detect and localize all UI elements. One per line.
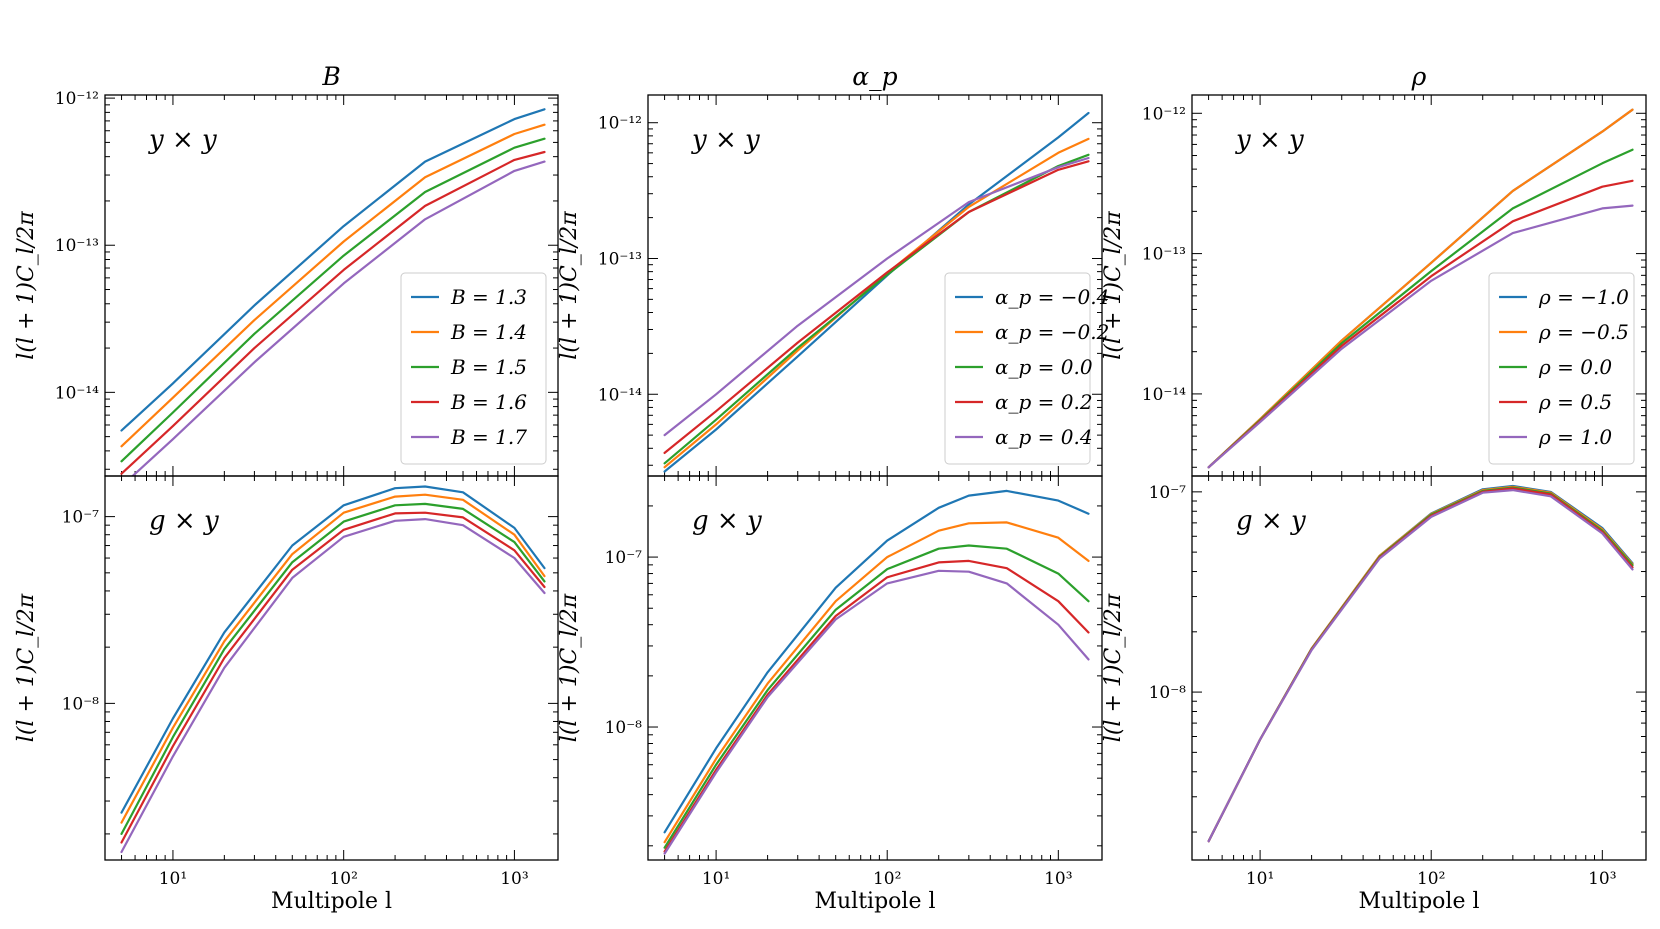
y-tick-label: 10⁻¹³ [1142, 245, 1186, 265]
y-tick-label: 10⁻⁸ [62, 694, 100, 714]
legend-label: α_p = −0.2 [995, 320, 1109, 344]
series-line-3 [120, 137, 546, 463]
series-line-3 [663, 153, 1090, 465]
column-title: ρ [1411, 62, 1427, 91]
series-line-5 [120, 517, 546, 854]
x-axis-label: Multipole l [814, 889, 935, 914]
plot-frame [1191, 475, 1647, 861]
x-tick-label: 10¹ [159, 869, 187, 889]
x-tick-label: 10¹ [702, 869, 730, 889]
panel-annotation: y × y [148, 125, 217, 155]
series-line-4 [663, 559, 1090, 853]
series-line-4 [120, 511, 546, 844]
legend-label: B = 1.3 [450, 285, 527, 309]
series-line-2 [663, 521, 1090, 844]
column-title: α_p [852, 62, 897, 91]
legend-label: B = 1.4 [450, 320, 527, 344]
x-tick-label: 10² [1417, 869, 1445, 889]
x-tick-label: 10³ [1588, 869, 1616, 889]
legend: ρ = −1.0 ρ = −0.5 ρ = 0.0 ρ = 0.5 ρ = 1.0 [1488, 272, 1635, 465]
x-tick-label: 10³ [500, 869, 528, 889]
y-tick-label: 10⁻¹⁴ [598, 385, 642, 405]
series-line-3 [663, 544, 1090, 849]
panel-B-yy: 10⁻¹² 10⁻¹³ 10⁻¹⁴ By × y l(l + 1)C_l/2π B = 1… [14, 62, 559, 477]
panel-ap-yy: 10⁻¹² 10⁻¹³ 10⁻¹⁴ α_py × y l(l + 1)C_l/2π α_p… [557, 62, 1109, 477]
legend-label: B = 1.7 [450, 425, 527, 449]
series-line-5 [663, 156, 1090, 437]
plot-frame [647, 475, 1103, 861]
series-line-5 [1207, 489, 1634, 843]
series-line-1 [663, 489, 1090, 834]
legend-label: ρ = −0.5 [1538, 320, 1629, 344]
panel-annotation: g × y [149, 506, 219, 536]
panel-rho-gy: 10⁻⁷ 10⁻⁸ 10¹ 10² 10³ g × y l(l + 1)C_l/2π Mult… [1101, 475, 1647, 914]
legend-label: B = 1.6 [450, 390, 527, 414]
y-axis-label: l(l + 1)C_l/2π [1101, 211, 1126, 360]
series-line-3 [120, 502, 546, 836]
legend-box [944, 272, 1091, 465]
y-tick-label: 10⁻⁸ [605, 718, 643, 738]
y-axis-label: l(l + 1)C_l/2π [557, 211, 582, 360]
y-tick-label: 10⁻⁷ [1149, 483, 1187, 503]
y-tick-label: 10⁻¹² [55, 89, 99, 109]
plot-frame [104, 475, 559, 861]
series-line-1 [1207, 484, 1634, 843]
y-axis-label: l(l + 1)C_l/2π [14, 211, 39, 360]
legend: α_p = −0.4 α_p = −0.2 α_p = 0.0 α_p = 0.2 α_… [944, 272, 1109, 465]
series-line-2 [120, 493, 546, 824]
y-tick-label: 10⁻⁷ [605, 548, 643, 568]
x-tick-label: 10² [329, 869, 357, 889]
series-line-1 [120, 108, 546, 432]
legend: B = 1.3 B = 1.4 B = 1.5 B = 1.6 B = 1.7 [400, 272, 547, 465]
x-tick-label: 10³ [1044, 869, 1072, 889]
y-tick-label: 10⁻¹² [1142, 104, 1186, 124]
y-tick-label: 10⁻¹³ [55, 236, 99, 256]
legend-label: α_p = 0.4 [995, 425, 1093, 449]
series-line-3 [1207, 486, 1634, 843]
legend-label: ρ = 1.0 [1538, 425, 1612, 449]
series-line-5 [663, 569, 1090, 855]
panel-rho-yy: 10⁻¹² 10⁻¹³ 10⁻¹⁴ ρ y × y l(l + 1)C_l/2π ρ = −… [1101, 62, 1647, 477]
series-line-4 [120, 150, 546, 475]
panel-ap-gy: 10⁻⁷ 10⁻⁸ 10¹ 10² 10³ g × y l(l + 1)C_l/2π Mult… [557, 475, 1103, 914]
x-tick-label: 10¹ [1246, 869, 1274, 889]
y-axis-label: l(l + 1)C_l/2π [557, 593, 582, 742]
panel-annotation: g × y [692, 506, 762, 536]
legend-label: ρ = 0.5 [1538, 390, 1612, 414]
series-line-2 [120, 123, 546, 448]
panel-annotation: y × y [1235, 125, 1304, 155]
y-tick-label: 10⁻¹⁴ [1142, 385, 1186, 405]
x-axis-label: Multipole l [1358, 889, 1479, 914]
y-tick-label: 10⁻¹² [598, 114, 642, 134]
y-tick-label: 10⁻¹⁴ [55, 383, 99, 403]
legend-label: B = 1.5 [450, 355, 527, 379]
legend-label: α_p = 0.0 [995, 355, 1093, 379]
series-line-5 [1207, 204, 1634, 469]
series-line-2 [1207, 485, 1634, 843]
legend-box [1488, 272, 1635, 465]
y-axis-label: l(l + 1)C_l/2π [1101, 593, 1126, 742]
legend-label: ρ = 0.0 [1538, 355, 1612, 379]
series-line-1 [120, 485, 546, 814]
series-line-5 [131, 160, 546, 476]
legend-box [400, 272, 547, 465]
panel-annotation: g × y [1236, 506, 1306, 536]
y-tick-label: 10⁻¹³ [598, 249, 642, 269]
series-line-4 [1207, 487, 1634, 843]
legend-label: α_p = −0.4 [995, 285, 1109, 309]
x-tick-label: 10² [873, 869, 901, 889]
panel-annotation: y × y [691, 125, 760, 155]
y-axis-label: l(l + 1)C_l/2π [14, 593, 39, 742]
x-axis-label: Multipole l [271, 889, 392, 914]
legend-label: α_p = 0.2 [995, 390, 1093, 414]
y-tick-label: 10⁻⁸ [1149, 683, 1187, 703]
panel-B-gy: 10⁻⁷ 10⁻⁸ 10¹ 10² 10³ g × y l(l + 1)C_l/2π Mult… [14, 475, 559, 914]
series-line-4 [663, 160, 1090, 454]
y-tick-label: 10⁻⁷ [62, 508, 100, 528]
legend-label: ρ = −1.0 [1538, 285, 1629, 309]
column-title: B [321, 62, 340, 91]
